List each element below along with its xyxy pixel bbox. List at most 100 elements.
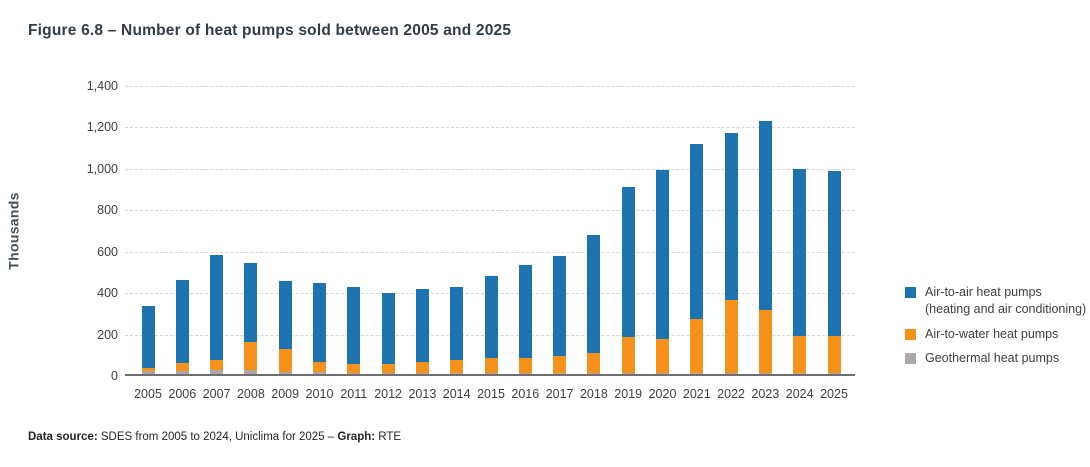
x-tick-2021: 2021 bbox=[682, 387, 711, 401]
bar-segment bbox=[724, 372, 738, 374]
bar-segment bbox=[381, 293, 395, 364]
bar-2023 bbox=[758, 121, 772, 374]
bar-2012 bbox=[381, 293, 395, 374]
legend-swatch-icon bbox=[905, 328, 916, 340]
bar-2005 bbox=[141, 305, 155, 374]
bar-segment bbox=[724, 132, 738, 301]
y-tick-400: 400 bbox=[97, 286, 118, 301]
bar-segment bbox=[724, 300, 738, 373]
x-axis-tick-labels: 2005 2006 2007 2008 2009 2010 2011 2012 2013 2014… bbox=[125, 387, 855, 405]
bar-2016 bbox=[518, 265, 532, 374]
bar-segment bbox=[690, 144, 704, 320]
bar-segment bbox=[553, 372, 567, 374]
x-tick-2012: 2012 bbox=[374, 387, 402, 401]
bar-segment bbox=[656, 338, 669, 373]
x-tick-2009: 2009 bbox=[271, 387, 300, 401]
y-tick-1400: 1,400 bbox=[86, 79, 118, 93]
data-source-note: Data source: SDES from 2005 to 2024, Uni… bbox=[28, 431, 401, 443]
bar-segment bbox=[244, 341, 258, 370]
bar-segment bbox=[690, 319, 704, 373]
bar-segment bbox=[278, 280, 292, 350]
bar-segment bbox=[553, 356, 567, 373]
bar-2015 bbox=[484, 275, 498, 374]
bar-segment bbox=[175, 279, 189, 363]
bar-segment bbox=[518, 358, 532, 373]
bar-2018 bbox=[587, 235, 601, 374]
bar-segment bbox=[313, 371, 326, 374]
legend-label: Geothermal heat pumps bbox=[925, 350, 1060, 365]
x-tick-2016: 2016 bbox=[511, 387, 540, 401]
y-tick-0: 0 bbox=[111, 369, 118, 383]
legend-item: Air-to-air heat pumps (heating and air c… bbox=[905, 284, 1087, 319]
x-tick-2018: 2018 bbox=[579, 387, 608, 401]
bar-segment bbox=[415, 361, 429, 373]
bar-segment bbox=[793, 168, 807, 336]
plot-area bbox=[125, 86, 855, 376]
bar-2009 bbox=[278, 280, 292, 374]
gridline-1000 bbox=[125, 168, 855, 170]
y-tick-600: 600 bbox=[97, 244, 118, 259]
bar-segment bbox=[175, 370, 189, 374]
bar-2013 bbox=[415, 289, 429, 374]
bar-segment bbox=[587, 353, 601, 373]
x-tick-2010: 2010 bbox=[305, 387, 334, 401]
bar-segment bbox=[793, 372, 807, 374]
bar-segment bbox=[587, 372, 601, 374]
gridline-1400 bbox=[125, 86, 855, 87]
bar-2024 bbox=[793, 168, 807, 374]
bar-2019 bbox=[621, 186, 635, 374]
x-tick-2025: 2025 bbox=[820, 387, 848, 401]
bar-segment bbox=[210, 254, 224, 360]
bar-segment bbox=[827, 171, 841, 336]
bar-segment bbox=[415, 289, 429, 362]
bar-segment bbox=[827, 335, 841, 373]
y-tick-1200: 1,200 bbox=[86, 120, 118, 135]
x-tick-2007: 2007 bbox=[202, 387, 231, 401]
bar-segment bbox=[244, 369, 258, 374]
legend-label: Air-to-air heat pumps (heating and air c… bbox=[925, 285, 1087, 317]
x-tick-2008: 2008 bbox=[236, 387, 265, 401]
y-tick-1000: 1,000 bbox=[86, 161, 118, 176]
bar-segment bbox=[210, 369, 224, 374]
bar-segment bbox=[381, 363, 395, 373]
gridline-1200 bbox=[125, 127, 855, 129]
bar-segment bbox=[518, 372, 532, 374]
bar-segment bbox=[484, 372, 498, 374]
bar-2014 bbox=[450, 287, 464, 374]
bar-segment bbox=[210, 359, 224, 370]
bar-2025 bbox=[827, 171, 841, 374]
bar-segment bbox=[141, 370, 155, 374]
legend-swatch-icon bbox=[905, 287, 916, 298]
bar-segment bbox=[553, 255, 567, 357]
x-tick-2011: 2011 bbox=[340, 387, 368, 401]
bar-segment bbox=[415, 372, 429, 374]
x-tick-2014: 2014 bbox=[442, 387, 471, 401]
bar-segment bbox=[656, 169, 669, 339]
legend-item: Air-to-water heat pumps bbox=[905, 326, 1087, 343]
bar-2020 bbox=[656, 169, 669, 374]
bar-segment bbox=[758, 372, 772, 374]
bar-segment bbox=[621, 372, 635, 374]
bar-segment bbox=[313, 282, 326, 362]
bar-segment bbox=[450, 287, 464, 360]
bar-segment bbox=[278, 371, 292, 374]
figure-title: Figure 6.8 – Number of heat pumps sold b… bbox=[28, 22, 512, 39]
footer-label: Graph: bbox=[337, 431, 376, 443]
bar-segment bbox=[518, 265, 532, 359]
bar-segment bbox=[621, 336, 635, 373]
legend-item: Geothermal heat pumps bbox=[905, 350, 1087, 367]
legend-swatch-icon bbox=[905, 352, 916, 364]
y-tick-800: 800 bbox=[97, 203, 118, 218]
bar-segment bbox=[656, 372, 669, 374]
y-tick-200: 200 bbox=[97, 327, 118, 342]
x-tick-2005: 2005 bbox=[134, 387, 162, 401]
bar-segment bbox=[758, 121, 772, 310]
bar-segment bbox=[175, 362, 189, 371]
x-tick-2020: 2020 bbox=[648, 387, 677, 401]
bar-segment bbox=[381, 372, 395, 374]
x-tick-2017: 2017 bbox=[545, 387, 574, 401]
bar-segment bbox=[450, 359, 464, 373]
bar-segment bbox=[278, 349, 292, 372]
bar-segment bbox=[587, 235, 601, 354]
